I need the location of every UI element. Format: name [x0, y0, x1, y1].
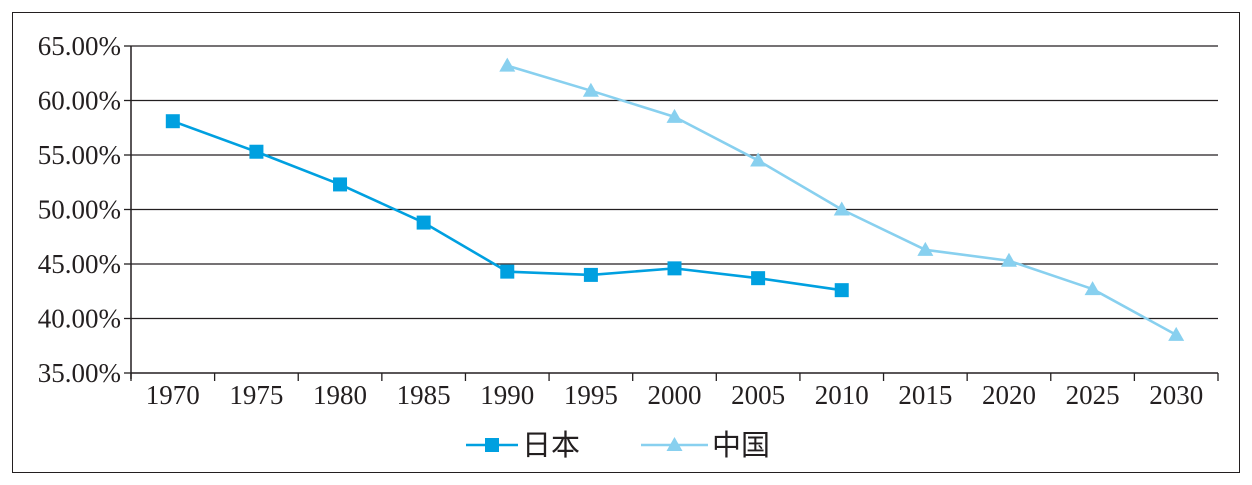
data-point	[1000, 252, 1017, 267]
x-tick-label: 1985	[397, 380, 451, 410]
data-point	[416, 215, 431, 230]
x-tick-label: 2010	[815, 380, 869, 410]
legend-marker-1	[666, 437, 683, 451]
x-tick-label: 1995	[564, 380, 618, 410]
x-tick-label: 2015	[898, 380, 952, 410]
data-point	[333, 177, 348, 192]
legend-marker-0	[485, 438, 499, 452]
legend-label-0: 日本	[522, 428, 580, 462]
legend-label-1: 中国	[712, 428, 770, 462]
x-tick-label: 1980	[313, 380, 367, 410]
data-point	[834, 283, 849, 298]
data-point	[833, 201, 850, 216]
x-tick-label: 2005	[731, 380, 785, 410]
data-point	[917, 241, 934, 256]
x-tick-label: 1975	[229, 380, 283, 410]
data-point	[582, 82, 599, 97]
data-point	[1084, 281, 1101, 296]
x-tick-label: 2020	[982, 380, 1036, 410]
series-lines	[165, 57, 1185, 341]
chart-frame	[12, 12, 1240, 473]
data-point	[1168, 326, 1185, 341]
data-point	[751, 271, 766, 286]
data-point	[499, 57, 516, 72]
data-point	[583, 267, 598, 282]
y-tick-label: 50.00%	[38, 195, 121, 225]
x-tick-label: 2025	[1066, 380, 1120, 410]
x-tick-label: 1990	[480, 380, 534, 410]
legend: 日本 中国	[466, 428, 770, 462]
data-point	[750, 152, 767, 167]
x-tick-label: 2030	[1149, 380, 1203, 410]
data-point	[165, 114, 180, 129]
y-tick-label: 35.00%	[38, 358, 121, 388]
x-tick-label: 2000	[648, 380, 702, 410]
y-tick-label: 40.00%	[38, 304, 121, 334]
data-point	[666, 108, 683, 123]
y-tick-label: 60.00%	[38, 86, 121, 116]
axes: 65.00% 60.00% 55.00% 50.00% 45.00% 40.00% 35.0…	[38, 31, 1219, 410]
data-point	[667, 261, 682, 276]
data-point	[500, 264, 515, 279]
y-tick-label: 65.00%	[38, 31, 121, 61]
x-tick-label: 1970	[146, 380, 200, 410]
y-tick-label: 45.00%	[38, 249, 121, 279]
data-point	[249, 144, 264, 159]
y-tick-label: 55.00%	[38, 140, 121, 170]
